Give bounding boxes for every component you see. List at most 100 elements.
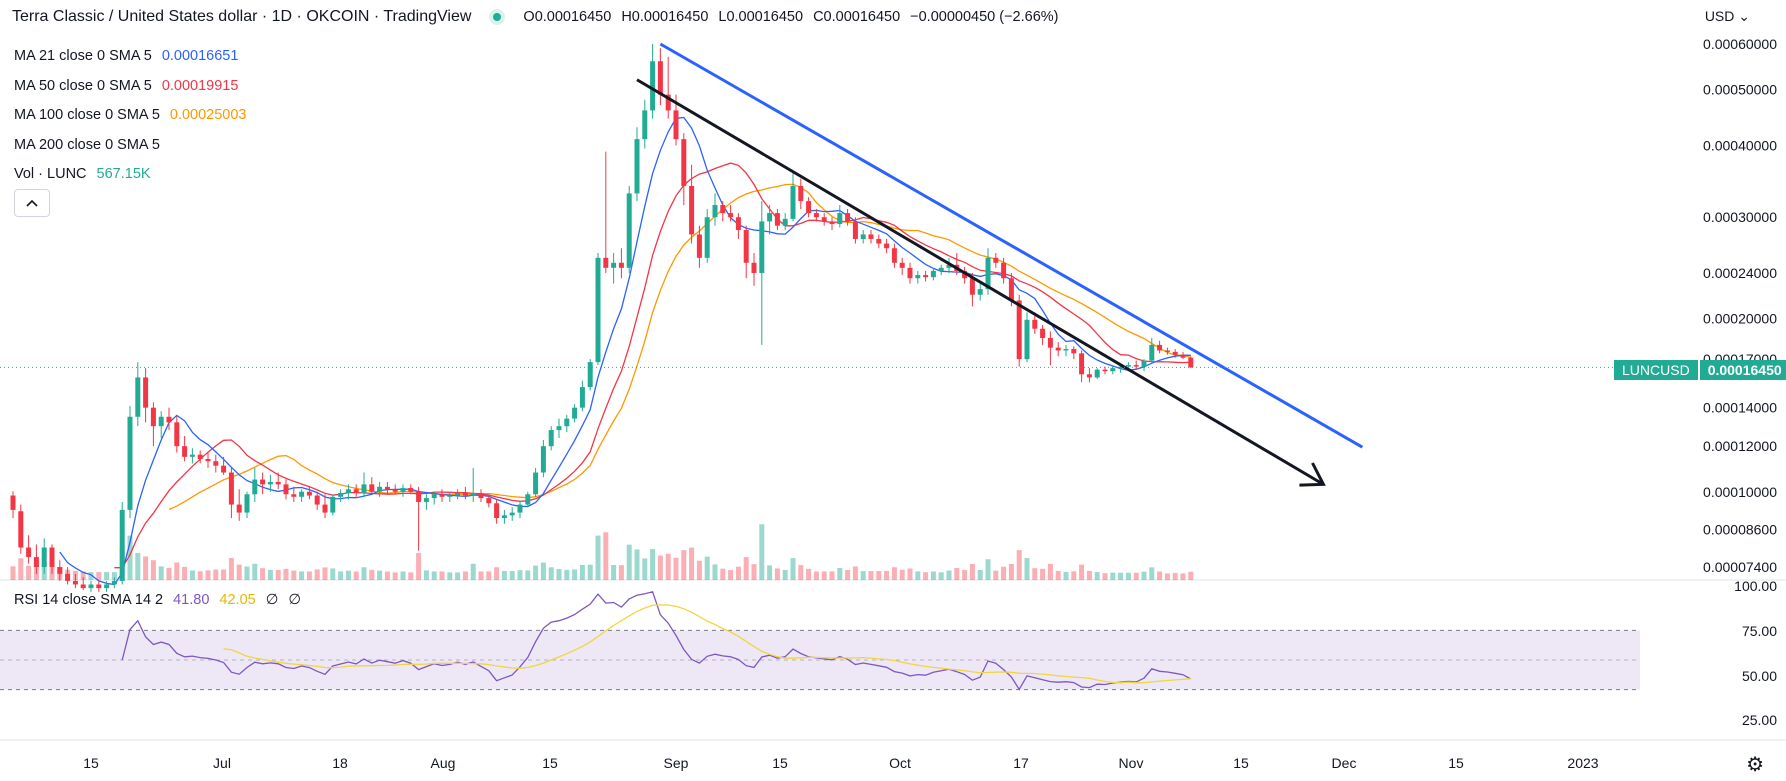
candle-body [104,584,110,589]
volume-bar [938,572,944,580]
volume-bar [533,565,539,580]
candle-body [907,267,913,279]
volume-bar [197,571,203,580]
volume-bar [447,572,453,580]
volume-bar [962,569,968,580]
indicator-ma50[interactable]: MA 50 close 0 SMA 5 0.00019915 [14,72,247,102]
collapse-legend-button[interactable] [14,189,50,217]
candle-body [985,257,991,290]
candle-body [322,504,328,513]
candle-body [665,94,671,111]
candle-body [439,494,445,497]
indicator-volume[interactable]: Vol · LUNC 567.15K [14,160,247,190]
candle-body [361,484,367,494]
candle-body [993,257,999,263]
ohlc-close: C0.00016450 [813,9,901,25]
candle-body [244,494,250,513]
chevron-up-icon [26,199,38,207]
indicator-label: Vol · LUNC [14,166,87,182]
candle-body [369,484,375,492]
indicator-ma200[interactable]: MA 200 close 0 SMA 5 [14,131,247,161]
symbol-title[interactable]: Terra Classic / United States dollar · 1… [12,8,472,25]
candle-body [611,262,617,268]
ma50-line [114,162,1191,569]
indicator-ma100[interactable]: MA 100 close 0 SMA 5 0.00025003 [14,101,247,131]
candle-body [26,547,32,558]
candle-body [143,377,149,408]
volume-bar [1180,573,1186,580]
chevron-down-icon: ⌄ [1734,8,1750,24]
volume-bar [642,558,648,580]
volume-bar [1110,572,1116,580]
price-axis-label: 0.00030000 [1703,209,1777,225]
volume-bar [416,553,422,580]
volume-bar [18,558,24,580]
candle-body [540,446,546,473]
volume-bar [1047,563,1053,580]
volume-bar [665,553,671,580]
volume-bar [228,557,234,580]
volume-bar [860,571,866,580]
volume-bar [954,568,960,580]
volume-bar [423,570,429,580]
volume-bar [236,564,242,580]
volume-bar [244,566,250,580]
candle-body [1172,351,1178,355]
last-price-tag: LUNCUSD 0.00016450 [1614,360,1786,380]
volume-bar [681,550,687,580]
rsi-value: 41.80 [173,592,210,608]
volume-bar [174,562,180,580]
rsi-legend[interactable]: RSI 14 close SMA 14 2 41.80 42.05 ∅ ∅ [14,592,301,608]
volume-bar [689,547,695,580]
volume-bar [806,568,812,580]
volume-bar [837,567,843,580]
volume-bar [158,566,164,580]
candle-body [119,509,125,581]
ohlc-high: H0.00016450 [621,9,709,25]
candle-body [1188,357,1194,368]
volume-bar [611,564,617,580]
gear-icon[interactable]: ⚙ [1746,754,1764,776]
candle-body [283,484,289,495]
candle-body [158,416,164,427]
volume-bar [696,560,702,580]
volume-bar [579,564,585,580]
volume-bar [1079,564,1085,580]
time-axis-label: 15 [542,755,558,771]
indicator-value: 0.00019915 [161,77,239,94]
price-axis-label: 0.00012000 [1703,438,1777,454]
currency-selector[interactable]: USD ⌄ [1705,8,1750,25]
candle-body [1024,319,1030,360]
candle-body [735,217,741,231]
volume-bar [291,570,297,580]
volume-bar [798,565,804,580]
time-axis-label: Aug [431,755,456,771]
rsi-extra-2: ∅ [288,592,301,608]
last-price-symbol: LUNCUSD [1614,360,1698,380]
volume-bar [1063,571,1069,580]
volume-bar [572,569,578,580]
volume-bar [104,572,110,580]
candle-body [1079,353,1085,375]
volume-bar [1008,563,1014,580]
candle-body [930,270,936,278]
indicator-label: MA 100 close 0 SMA 5 [14,107,160,123]
candle-body [767,213,773,222]
volume-bar [751,564,757,580]
price-axis-label: 0.00007400 [1703,559,1777,575]
candle-body [891,248,897,263]
candle-body [852,221,858,239]
candle-body [728,213,734,218]
candle-body [572,407,578,419]
volume-bar [127,535,133,580]
candle-body [353,489,359,494]
volume-bar [338,571,344,580]
volume-bar [759,524,765,580]
indicator-ma21[interactable]: MA 21 close 0 SMA 5 0.00016651 [14,42,247,72]
candle-body [1086,374,1092,378]
volume-bar [603,532,609,580]
volume-bar [221,569,227,580]
candle-body [923,275,929,278]
candle-body [1141,360,1147,367]
